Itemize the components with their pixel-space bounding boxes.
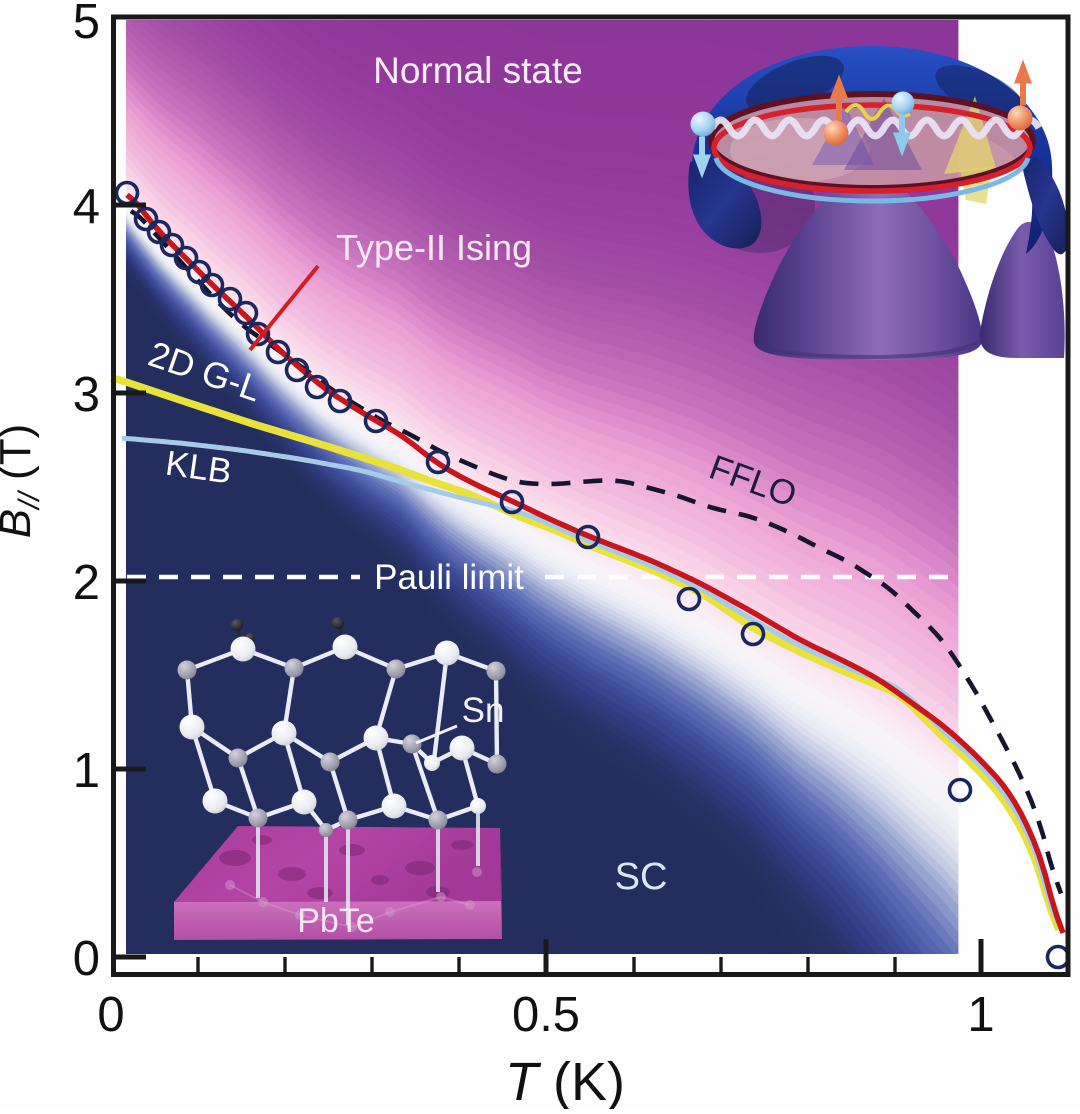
svg-text:Sn: Sn (462, 691, 505, 730)
svg-text:PbTe: PbTe (297, 902, 375, 940)
svg-text:0: 0 (73, 932, 100, 986)
svg-text:Type-II Ising: Type-II Ising (336, 227, 532, 268)
svg-text:T (K): T (K) (505, 1052, 625, 1109)
svg-text:5: 5 (73, 0, 100, 49)
svg-text:B// (T): B// (T) (0, 424, 46, 538)
svg-text:2: 2 (73, 556, 100, 610)
svg-text:0.5: 0.5 (512, 988, 580, 1042)
svg-text:Pauli limit: Pauli limit (374, 558, 524, 597)
svg-text:1: 1 (73, 744, 100, 798)
svg-text:0: 0 (97, 988, 124, 1042)
svg-text:1: 1 (967, 988, 994, 1042)
svg-text:3: 3 (73, 368, 100, 422)
svg-text:KLB: KLB (163, 444, 234, 492)
svg-text:SC: SC (615, 856, 668, 898)
svg-text:4: 4 (73, 180, 100, 234)
svg-text:Normal state: Normal state (373, 50, 583, 91)
